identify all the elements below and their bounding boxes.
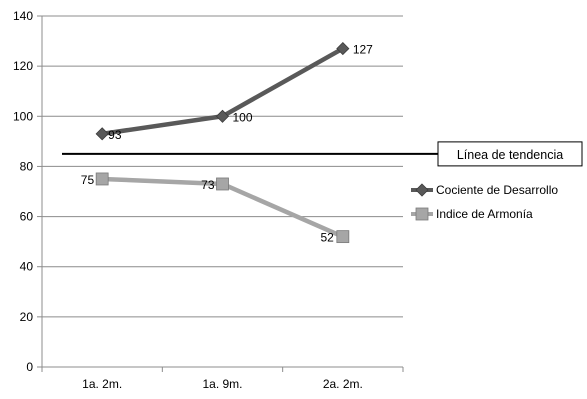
axes: 0 20 40 60 80 100 120 140 1a. 2m. 1a. 9m. 2a. 2m. bbox=[13, 9, 404, 391]
y-tick-label: 40 bbox=[20, 260, 34, 274]
y-tick-label: 0 bbox=[26, 360, 33, 374]
y-tick-label: 80 bbox=[20, 159, 34, 173]
diamond-marker bbox=[215, 109, 230, 123]
data-label: 100 bbox=[233, 110, 253, 124]
y-tick-label: 100 bbox=[13, 109, 33, 123]
legend-label: Indice de Armonía bbox=[436, 207, 533, 221]
square-marker bbox=[95, 172, 109, 186]
legend-item: Indice de Armonía bbox=[411, 207, 533, 221]
y-tick-label: 60 bbox=[20, 210, 34, 224]
legend-item: Cociente de Desarrollo bbox=[411, 183, 558, 197]
diamond-marker bbox=[336, 42, 350, 56]
data-label: 73 bbox=[201, 178, 215, 192]
series-0: 93 100 127 bbox=[95, 42, 373, 142]
x-tick-label: 1a. 2m. bbox=[82, 377, 122, 391]
series-1: 75 73 52 bbox=[81, 172, 350, 245]
y-tick-label: 20 bbox=[20, 310, 34, 324]
x-tick-label: 1a. 9m. bbox=[202, 377, 242, 391]
square-marker bbox=[216, 177, 229, 191]
series-group: 93 100 127 75 73 52 bbox=[81, 42, 373, 245]
y-tick-label: 120 bbox=[13, 59, 33, 73]
legend-marker bbox=[415, 207, 429, 221]
gridlines bbox=[42, 15, 403, 318]
diamond-marker bbox=[95, 127, 109, 141]
x-tick-label: 2a. 2m. bbox=[323, 377, 363, 391]
y-tick-label: 140 bbox=[13, 9, 33, 23]
legend-label: Cociente de Desarrollo bbox=[436, 183, 558, 197]
legend: Cociente de Desarrollo Indice de Armonía bbox=[411, 183, 558, 221]
trend-line-label-box bbox=[437, 141, 583, 167]
trend-line-label: Línea de tendencia bbox=[457, 148, 563, 162]
trend-line-group: Línea de tendencia bbox=[62, 141, 583, 167]
data-label: 52 bbox=[320, 231, 334, 245]
data-label: 93 bbox=[108, 128, 122, 142]
data-label: 75 bbox=[81, 173, 95, 187]
data-label: 127 bbox=[353, 43, 373, 57]
legend-marker bbox=[415, 183, 429, 197]
square-marker bbox=[336, 230, 350, 244]
